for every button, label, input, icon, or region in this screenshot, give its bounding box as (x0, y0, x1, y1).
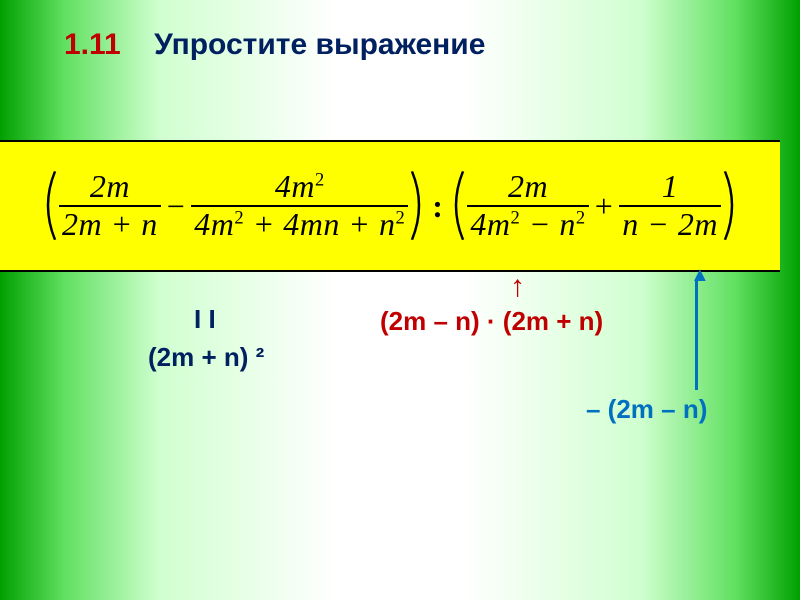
lparen2-icon (447, 170, 467, 241)
arrow-up-blue-icon: ▲ (695, 270, 697, 390)
expression: 2m 2m + n − 4m2 4m2 + 4mn + n2 : 2m (39, 170, 741, 241)
slide-title: 1.11 Упростите выражение (64, 28, 485, 62)
frac1-den: 2m + n (59, 205, 161, 242)
formula-bar: 2m 2m + n − 4m2 4m2 + 4mn + n2 : 2m (0, 140, 780, 272)
frac4-den: n − 2m (619, 205, 721, 242)
frac3-num: 2m (505, 170, 551, 205)
fraction-3: 2m 4m2 − n2 (467, 170, 588, 241)
annotation-square: (2m + n) ² (148, 342, 264, 373)
rparen-icon (408, 170, 428, 241)
arrow-up-red-icon: ↑ (510, 270, 525, 304)
annotation-factored: (2m – n) · (2m + n) (380, 306, 603, 337)
frac3-den: 4m2 − n2 (467, 205, 588, 242)
fraction-1: 2m 2m + n (59, 170, 161, 241)
slide-background: 1.11 Упростите выражение 2m 2m + n − 4m2… (0, 0, 800, 600)
lparen-icon (39, 170, 59, 241)
fraction-2: 4m2 4m2 + 4mn + n2 (191, 170, 408, 241)
plus-op: + (589, 188, 620, 225)
frac2-num: 4m2 (272, 170, 328, 205)
minus-op: − (161, 188, 192, 225)
annotation-neg: – (2m – n) (586, 394, 707, 425)
title-number: 1.11 (64, 28, 121, 61)
annotation-bars: I I (194, 304, 216, 335)
divide-op: : (428, 188, 447, 225)
frac2-den: 4m2 + 4mn + n2 (191, 205, 408, 242)
title-text: Упростите выражение (154, 28, 485, 61)
fraction-4: 1 n − 2m (619, 170, 721, 241)
frac4-num: 1 (659, 170, 682, 205)
rparen2-icon (721, 170, 741, 241)
frac1-num: 2m (87, 170, 133, 205)
